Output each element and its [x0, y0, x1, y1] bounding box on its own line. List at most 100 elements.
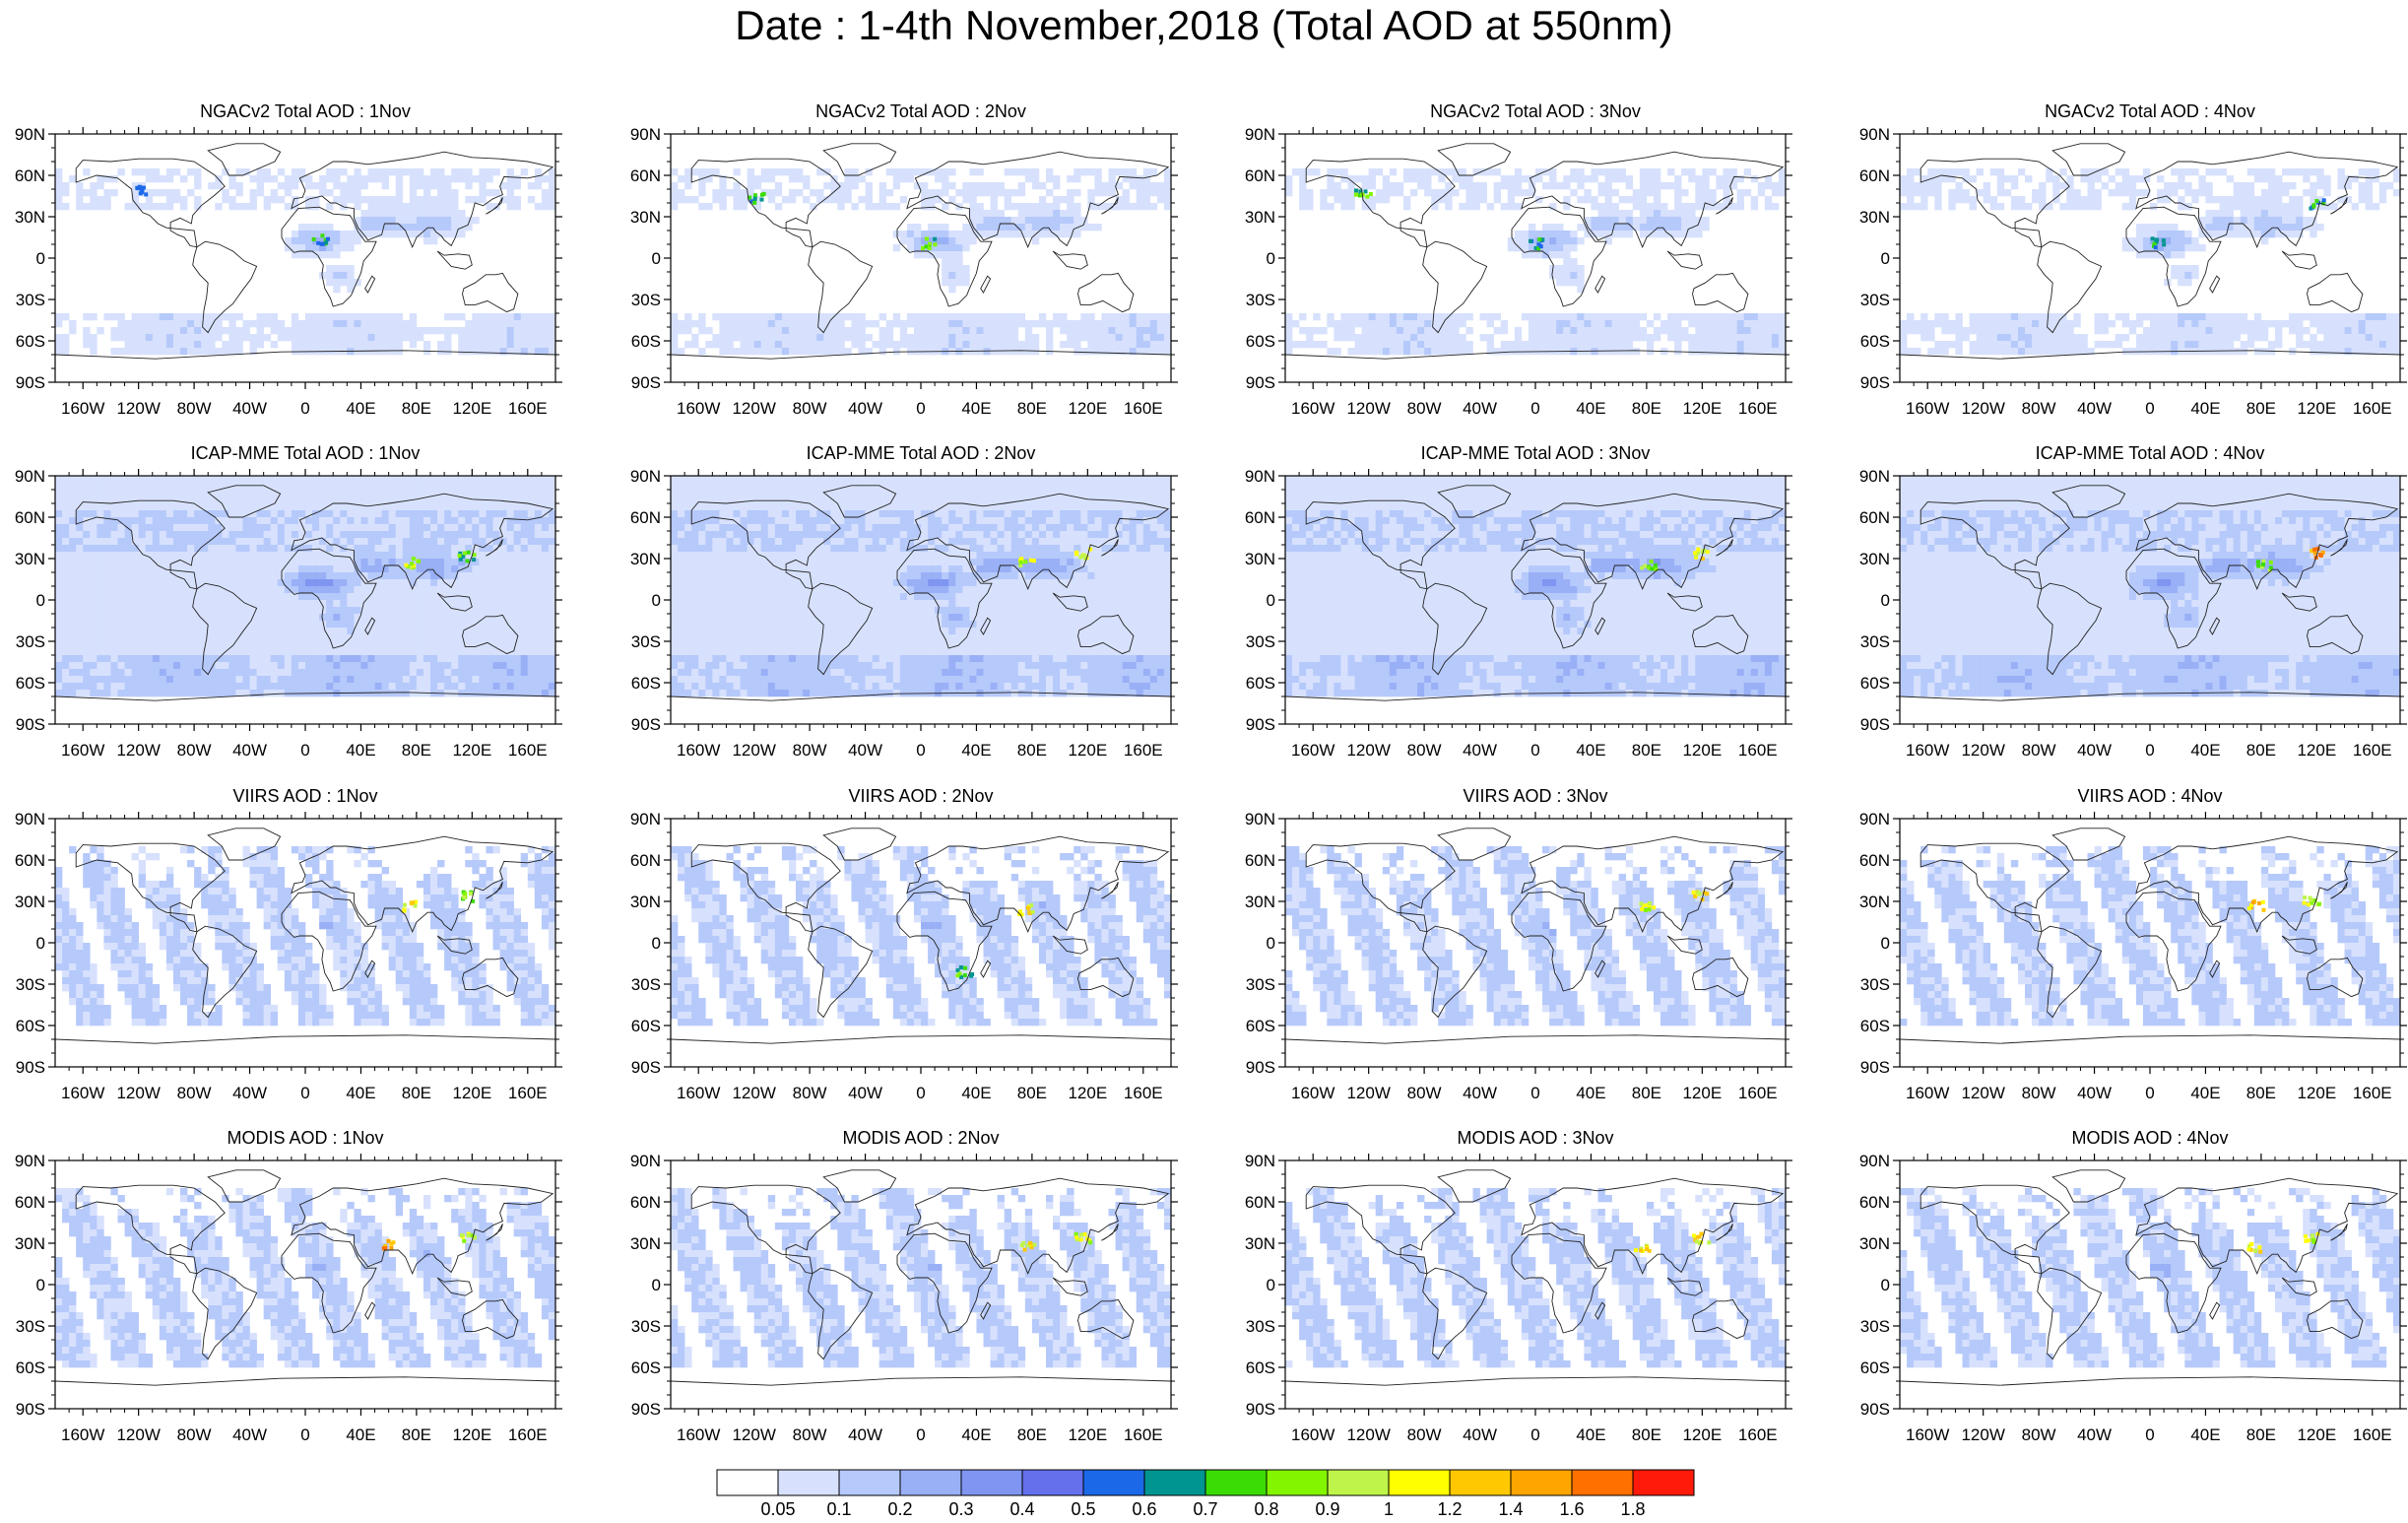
- aod-cell: [1920, 313, 1928, 321]
- aod-cell: [2135, 334, 2144, 342]
- aod-cell: [360, 586, 368, 594]
- aod-cell: [333, 538, 341, 546]
- aod-cell: [1920, 334, 1928, 342]
- aod-cell: [194, 348, 202, 356]
- aod-cell: [1060, 313, 1068, 321]
- aod-cell: [913, 231, 922, 238]
- aod-cell: [347, 341, 355, 349]
- aod-cell: [1743, 189, 1752, 197]
- aod-cell: [1080, 320, 1088, 328]
- aod-cell: [291, 231, 299, 238]
- aod-cell: [1996, 327, 2005, 335]
- aod-cell: [2323, 348, 2331, 356]
- aod-cell: [935, 251, 943, 259]
- aod-cell: [1920, 175, 1928, 183]
- aod-cell: [2372, 341, 2380, 349]
- aod-cell: [194, 175, 202, 183]
- aod-cell: [810, 320, 817, 328]
- aod-cell: [2219, 313, 2227, 321]
- aod-cell: [235, 552, 243, 560]
- aod-cell: [333, 510, 341, 518]
- aod-cell: [138, 476, 147, 484]
- aod-cell: [1514, 203, 1523, 211]
- aod-cell: [1597, 320, 1605, 328]
- aod-cell: [1556, 279, 1564, 287]
- aod-cell: [172, 586, 181, 594]
- aod-cell: [830, 341, 838, 349]
- aod-cell: [395, 586, 404, 594]
- aod-hotspot: [2152, 241, 2157, 246]
- aod-cell: [242, 538, 250, 546]
- aod-cell: [1402, 320, 1411, 328]
- aod-cell: [347, 490, 355, 497]
- aod-cell: [1695, 334, 1703, 342]
- aod-cell: [1962, 327, 1970, 335]
- aod-cell: [2233, 196, 2242, 204]
- lon-tick-label: 80E: [1632, 399, 1661, 418]
- aod-cell: [381, 559, 389, 566]
- aod-cell: [1618, 210, 1627, 218]
- aod-cell: [242, 476, 250, 484]
- aod-cell: [1514, 334, 1523, 342]
- aod-cell: [381, 348, 389, 356]
- aod-cell: [1347, 327, 1355, 335]
- aod-cell: [367, 231, 375, 238]
- aod-cell: [242, 327, 250, 335]
- aod-cell: [2066, 175, 2074, 183]
- aod-cell: [2178, 168, 2185, 176]
- aod-cell: [1729, 313, 1737, 321]
- aod-cell: [90, 545, 98, 553]
- aod-cell: [235, 600, 243, 608]
- aod-cell: [1053, 196, 1061, 204]
- aod-cell: [1004, 189, 1012, 197]
- aod-cell: [541, 579, 550, 587]
- aod-cell: [1771, 320, 1780, 328]
- aod-cell: [416, 175, 424, 183]
- aod-cell: [935, 341, 943, 349]
- aod-cell: [1142, 189, 1151, 197]
- aod-cell: [1709, 348, 1717, 356]
- aod-cell: [1136, 320, 1144, 328]
- aod-cell: [990, 217, 998, 225]
- aod-cell: [277, 334, 286, 342]
- aod-cell: [2121, 168, 2130, 176]
- aod-cell: [1702, 182, 1710, 190]
- aod-cell: [2303, 327, 2310, 335]
- aod-cell: [165, 559, 174, 566]
- aod-cell: [691, 196, 699, 204]
- aod-cell: [527, 586, 536, 594]
- aod-cell: [256, 552, 264, 560]
- aod-cell: [1507, 196, 1516, 204]
- aod-cell: [520, 334, 529, 342]
- aod-cell: [976, 334, 984, 342]
- aod-cell: [1639, 196, 1648, 204]
- aod-cell: [180, 600, 188, 608]
- aod-cell: [222, 510, 229, 518]
- aod-cell: [297, 517, 306, 525]
- aod-cell: [1087, 334, 1095, 342]
- aod-cell: [1723, 168, 1730, 176]
- aod-cell: [103, 579, 111, 587]
- aod-cell: [228, 490, 236, 497]
- aod-cell: [291, 531, 299, 539]
- aod-cell: [472, 348, 480, 356]
- aod-cell: [145, 538, 154, 546]
- aod-cell: [1702, 313, 1710, 321]
- aod-cell: [1142, 196, 1151, 204]
- aod-cell: [1108, 182, 1116, 190]
- aod-cell: [55, 538, 63, 546]
- aod-cell: [333, 552, 341, 560]
- aod-cell: [270, 490, 279, 497]
- aod-cell: [165, 476, 174, 484]
- aod-cell: [1729, 348, 1737, 356]
- aod-cell: [1556, 272, 1564, 280]
- aod-cell: [479, 559, 487, 566]
- aod-cell: [270, 483, 279, 491]
- aod-cell: [159, 503, 167, 511]
- aod-cell: [242, 559, 250, 566]
- aod-cell: [2260, 334, 2269, 342]
- aod-cell: [131, 579, 139, 587]
- aod-cell: [1681, 334, 1689, 342]
- aod-cell: [1122, 320, 1130, 328]
- aod-cell: [1417, 348, 1425, 356]
